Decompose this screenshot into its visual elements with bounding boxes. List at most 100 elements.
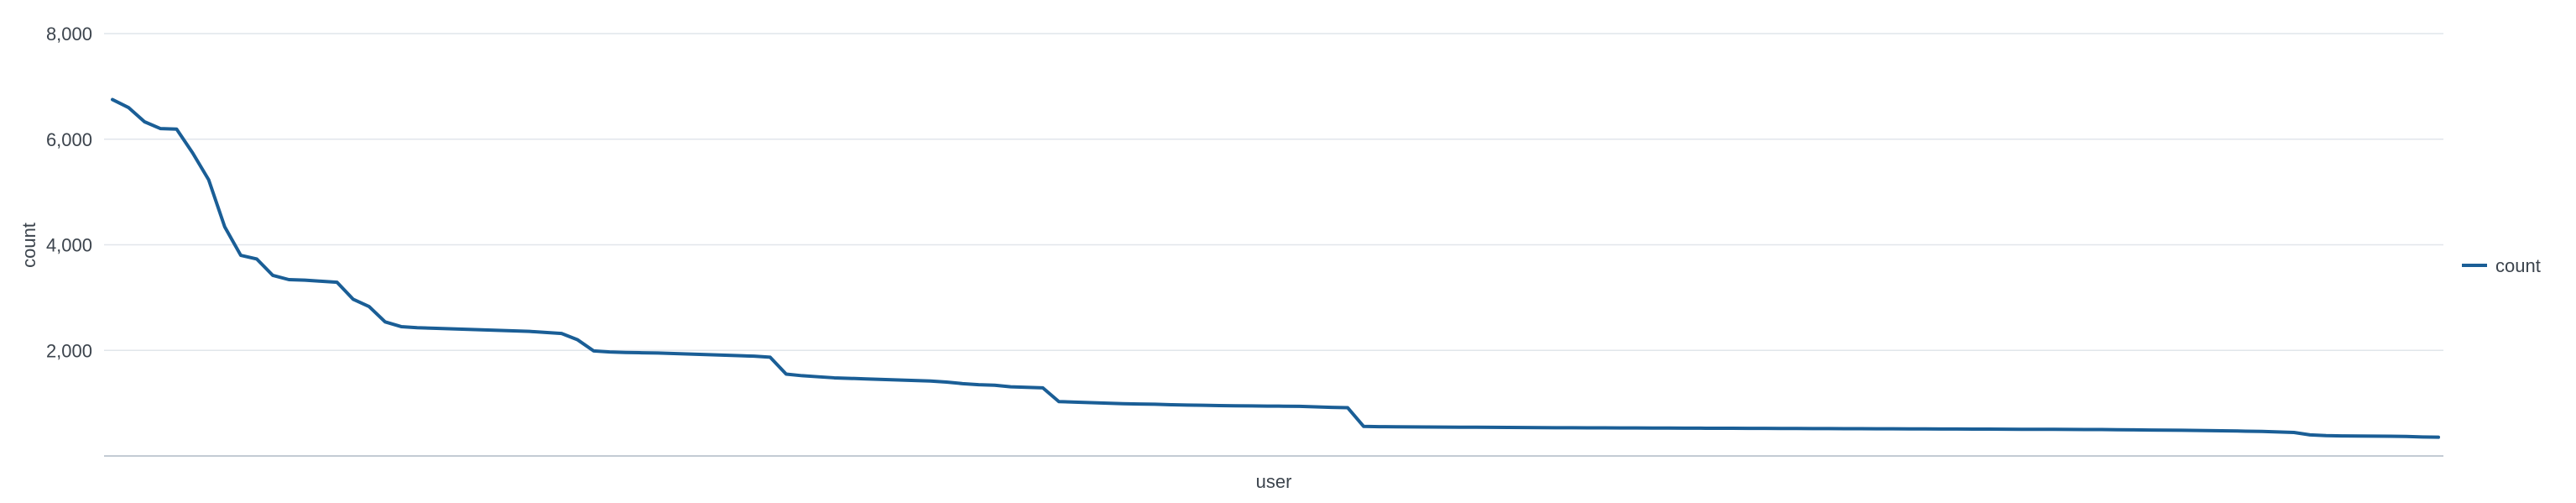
data-point[interactable] (589, 346, 599, 356)
data-point[interactable] (2224, 426, 2234, 436)
data-point[interactable] (1214, 401, 1224, 411)
data-point[interactable] (1872, 424, 1882, 434)
data-point[interactable] (204, 175, 214, 185)
data-point[interactable] (910, 375, 920, 385)
data-point[interactable] (2000, 424, 2010, 434)
data-point[interactable] (621, 348, 631, 358)
data-point[interactable] (2208, 426, 2219, 436)
data-point[interactable] (1936, 424, 1946, 434)
data-point[interactable] (2417, 432, 2427, 442)
data-point[interactable] (155, 123, 165, 134)
data-point[interactable] (252, 254, 262, 264)
data-point[interactable] (669, 348, 679, 359)
data-point[interactable] (2353, 431, 2363, 441)
data-point[interactable] (1054, 396, 1064, 406)
data-point[interactable] (236, 250, 246, 260)
data-point[interactable] (765, 352, 775, 362)
data-point[interactable] (973, 380, 983, 390)
data-point[interactable] (2080, 424, 2090, 434)
data-point[interactable] (493, 325, 503, 335)
data-point[interactable] (1038, 383, 1048, 393)
data-point[interactable] (1198, 401, 1208, 411)
data-point[interactable] (1262, 401, 1272, 411)
data-point[interactable] (2257, 427, 2267, 437)
data-point[interactable] (2321, 431, 2331, 441)
data-point[interactable] (1407, 422, 1417, 432)
data-point[interactable] (878, 375, 888, 385)
data-point[interactable] (332, 277, 342, 287)
data-point[interactable] (1503, 422, 1513, 432)
data-point[interactable] (894, 375, 904, 385)
data-point[interactable] (1439, 422, 1449, 432)
data-point[interactable] (461, 324, 471, 334)
data-point[interactable] (1423, 422, 1433, 432)
data-point[interactable] (2016, 424, 2026, 434)
data-point[interactable] (1551, 422, 1562, 432)
data-point[interactable] (1728, 423, 1738, 433)
data-point[interactable] (717, 350, 727, 360)
data-point[interactable] (1920, 424, 1930, 434)
data-point[interactable] (862, 374, 872, 384)
data-point[interactable] (1696, 423, 1706, 433)
data-point[interactable] (941, 377, 952, 387)
data-point[interactable] (1374, 422, 1384, 432)
data-point[interactable] (1824, 423, 1834, 433)
data-point[interactable] (2337, 431, 2347, 441)
data-point[interactable] (605, 347, 615, 357)
data-point[interactable] (2401, 432, 2412, 442)
data-point[interactable] (380, 317, 390, 327)
data-point[interactable] (1295, 401, 1305, 411)
data-point[interactable] (2048, 424, 2058, 434)
data-point[interactable] (1279, 401, 1289, 411)
data-point[interactable] (2241, 426, 2251, 436)
data-point[interactable] (1888, 424, 1898, 434)
data-point[interactable] (1807, 423, 1817, 433)
data-point[interactable] (540, 327, 550, 338)
data-point[interactable] (1327, 402, 1337, 412)
data-point[interactable] (926, 376, 936, 386)
data-point[interactable] (1856, 424, 1866, 434)
data-point[interactable] (300, 275, 310, 286)
data-point[interactable] (1760, 423, 1770, 433)
data-point[interactable] (444, 323, 454, 333)
data-point[interactable] (989, 380, 999, 390)
data-point[interactable] (733, 351, 743, 361)
data-point[interactable] (1952, 424, 1962, 434)
data-point[interactable] (1343, 402, 1353, 412)
data-point[interactable] (1599, 423, 1609, 433)
data-point[interactable] (139, 117, 149, 127)
data-point[interactable] (1744, 423, 1754, 433)
data-point[interactable] (797, 370, 807, 380)
data-point[interactable] (524, 327, 534, 337)
data-point[interactable] (2145, 425, 2155, 435)
data-point[interactable] (1166, 400, 1176, 410)
data-point[interactable] (1358, 422, 1369, 432)
data-point[interactable] (2177, 425, 2187, 435)
data-point[interactable] (829, 373, 839, 383)
data-point[interactable] (1311, 402, 1321, 412)
data-point[interactable] (316, 276, 326, 286)
data-point[interactable] (412, 322, 422, 333)
data-point[interactable] (1022, 382, 1032, 392)
data-point[interactable] (749, 351, 759, 361)
data-point[interactable] (2113, 425, 2123, 435)
data-point[interactable] (1070, 397, 1080, 407)
data-point[interactable] (268, 270, 278, 280)
data-point[interactable] (1487, 422, 1497, 432)
data-point[interactable] (2161, 425, 2171, 435)
data-point[interactable] (1647, 423, 1657, 433)
data-point[interactable] (1679, 423, 1689, 433)
data-point[interactable] (2097, 425, 2107, 435)
data-point[interactable] (1840, 423, 1850, 433)
data-point[interactable] (1583, 422, 1593, 432)
data-point[interactable] (2370, 431, 2380, 441)
data-point[interactable] (653, 348, 663, 358)
data-point[interactable] (2433, 432, 2443, 443)
data-point[interactable] (1712, 423, 1722, 433)
data-point[interactable] (477, 325, 487, 335)
data-point[interactable] (556, 328, 566, 338)
data-point[interactable] (220, 222, 230, 232)
data-point[interactable] (1984, 424, 1995, 434)
data-point[interactable] (1150, 399, 1160, 409)
data-point[interactable] (396, 322, 406, 332)
